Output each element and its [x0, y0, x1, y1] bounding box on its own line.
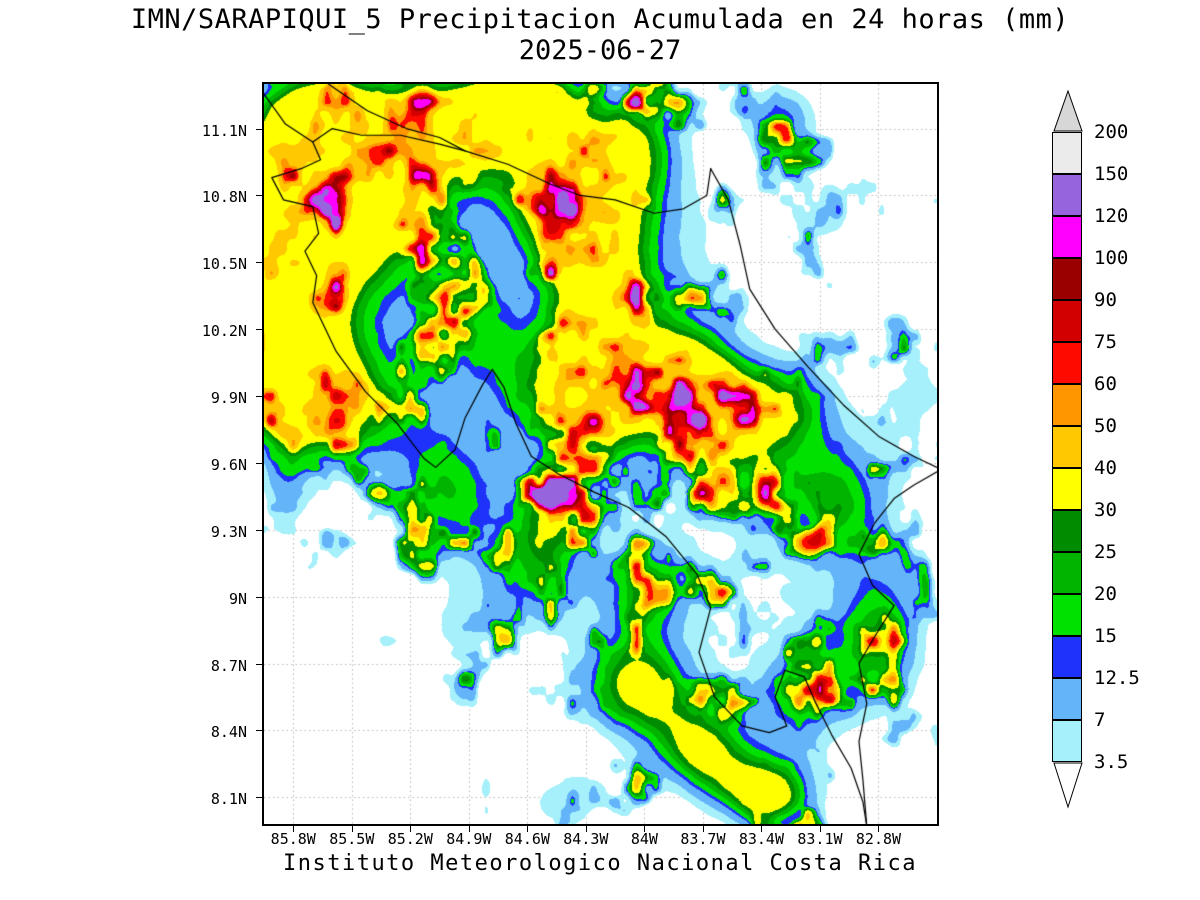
- colorbar-box: [1052, 510, 1082, 552]
- colorbar-arrow-up-icon: [1053, 90, 1083, 132]
- x-tick-label: 85.8W: [270, 830, 316, 848]
- y-tick-mark: [256, 128, 262, 130]
- colorbar-box: [1052, 258, 1082, 300]
- y-tick-label: 10.8N: [201, 188, 247, 207]
- y-tick-mark: [256, 396, 262, 398]
- colorbar-box: [1052, 468, 1082, 510]
- colorbar-tick-label: 75: [1094, 331, 1117, 353]
- colorbar-box: [1052, 174, 1082, 216]
- colorbar-box: [1052, 636, 1082, 678]
- y-tick-label: 9N: [228, 589, 247, 608]
- x-tick-mark: [351, 826, 353, 832]
- x-tick-label: 84W: [630, 830, 658, 848]
- y-tick-mark: [256, 329, 262, 331]
- colorbar-arrow-down-icon: [1053, 762, 1083, 809]
- latitude-axis: 11.1N 10.8N 10.5N 10.2N 9.9N 9.6N 9.3N 9N 8.7N 8.…: [170, 84, 255, 828]
- y-tick-mark: [256, 663, 262, 665]
- y-tick-mark: [256, 462, 262, 464]
- colorbar-box: [1052, 552, 1082, 594]
- y-tick-mark: [256, 195, 262, 197]
- y-tick-mark: [256, 262, 262, 264]
- y-tick-mark: [256, 730, 262, 732]
- y-tick-label: 9.3N: [210, 522, 247, 541]
- colorbar-tick-label: 25: [1094, 541, 1117, 563]
- x-tick-label: 82.8W: [855, 830, 902, 848]
- page-title: IMN/SARAPIQUI_5 Precipitacion Acumulada …: [130, 4, 1070, 35]
- x-tick-mark: [819, 826, 821, 832]
- y-tick-label: 9.9N: [210, 389, 247, 408]
- y-tick-label: 8.7N: [210, 656, 247, 675]
- y-tick-label: 8.4N: [210, 723, 247, 742]
- x-tick-mark: [702, 826, 704, 832]
- map-plot-area: [262, 82, 939, 826]
- y-tick-label: 8.1N: [210, 790, 247, 809]
- colorbar-tick-label: 50: [1094, 415, 1117, 437]
- x-tick-label: 84.9W: [446, 830, 492, 848]
- colorbar-box: [1052, 384, 1082, 426]
- y-tick-label: 11.1N: [201, 121, 247, 140]
- colorbar-box: [1052, 426, 1082, 468]
- precipitation-field-canvas: [262, 82, 939, 826]
- colorbar-tick-label: 100: [1094, 247, 1129, 269]
- x-tick-mark: [410, 826, 412, 832]
- chart-date: 2025-06-27: [518, 35, 682, 66]
- x-tick-label: 84.6W: [504, 830, 550, 848]
- x-tick-mark: [878, 826, 880, 832]
- x-tick-mark: [468, 826, 470, 832]
- x-tick-mark: [585, 826, 587, 832]
- colorbar-tick-label: 20: [1094, 583, 1117, 605]
- x-tick-label: 83.1W: [797, 830, 843, 848]
- colorbar-tick-label: 15: [1094, 625, 1117, 647]
- longitude-axis: 85.8W 85.5W 85.2W 84.9W 84.6W 84.3W 84W 83.7W 83…: [264, 830, 941, 852]
- x-tick-label: 83.4W: [738, 830, 784, 848]
- y-tick-mark: [256, 797, 262, 799]
- footer-caption: Instituto Meteorologico Nacional Costa R…: [282, 851, 918, 876]
- y-tick-mark: [256, 596, 262, 598]
- x-tick-label: 84.3W: [563, 830, 609, 848]
- colorbar-tick-label: 120: [1094, 205, 1129, 227]
- x-tick-label: 83.7W: [680, 830, 726, 848]
- colorbar-box: [1052, 132, 1082, 174]
- y-tick-label: 10.5N: [201, 255, 247, 274]
- colorbar-box: [1052, 720, 1082, 762]
- colorbar-box: [1052, 678, 1082, 720]
- colorbar-tick-label: 3.5: [1094, 751, 1129, 773]
- x-tick-mark: [527, 826, 529, 832]
- colorbar-tick-label: 30: [1094, 499, 1117, 521]
- y-tick-label: 9.6N: [210, 455, 247, 474]
- y-tick-mark: [256, 529, 262, 531]
- x-tick-mark: [293, 826, 295, 832]
- x-tick-label: 85.2W: [387, 830, 433, 848]
- colorbar-tick-label: 90: [1094, 289, 1117, 311]
- colorbar-tick-label: 150: [1094, 163, 1129, 185]
- colorbar-tick-label: 7: [1094, 709, 1106, 731]
- colorbar-tick-label: 200: [1094, 121, 1129, 143]
- colorbar-tick-label: 40: [1094, 457, 1117, 479]
- colorbar-legend: 200 150 120 100 90 75 60 50 40 30 25 20 15 12.5 7 3.5: [1052, 90, 1192, 830]
- y-tick-label: 10.2N: [201, 322, 247, 341]
- colorbar-tick-label: 12.5: [1094, 667, 1140, 689]
- colorbar-box: [1052, 216, 1082, 258]
- x-tick-mark: [644, 826, 646, 832]
- colorbar-tick-label: 60: [1094, 373, 1117, 395]
- x-tick-label: 85.5W: [329, 830, 375, 848]
- x-tick-mark: [761, 826, 763, 832]
- colorbar-box: [1052, 594, 1082, 636]
- colorbar-box: [1052, 300, 1082, 342]
- colorbar-box: [1052, 342, 1082, 384]
